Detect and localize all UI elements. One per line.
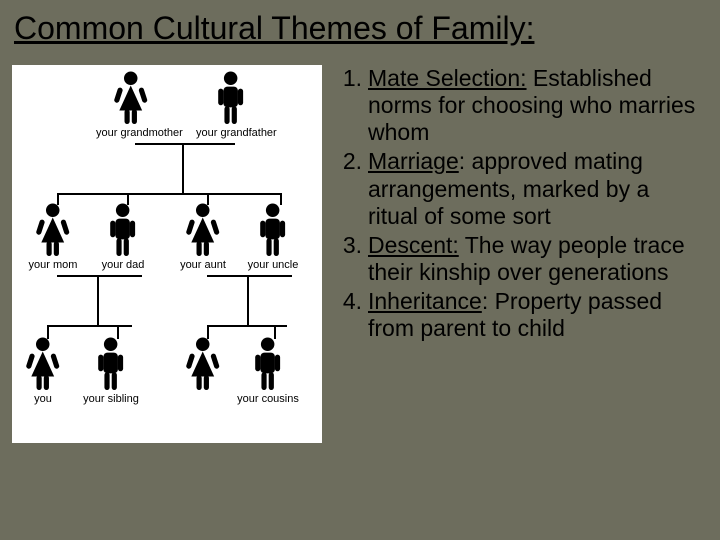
person-label: your dad [88,259,158,271]
list-item: 4. Inheritance: Property passed from par… [340,288,700,342]
list-item: 2. Marriage: approved mating arrangement… [340,148,700,229]
person-label: your uncle [238,259,308,271]
connector-hline [57,275,142,277]
item-term: Mate Selection: [368,65,527,91]
connector-vline [274,325,276,339]
page-title: Common Cultural Themes of Family: [0,0,720,65]
item-number: 4. [340,288,368,342]
person-label: your sibling [76,393,146,405]
item-term: Inheritance [368,288,482,314]
item-number: 2. [340,148,368,229]
connector-hline [207,275,292,277]
item-body: Mate Selection: Established norms for ch… [368,65,700,146]
item-body: Marriage: approved mating arrangements, … [368,148,700,229]
item-body: Inheritance: Property passed from parent… [368,288,700,342]
connector-vline [57,193,59,205]
person-dad: your dad [88,203,158,271]
item-body: Descent: The way people trace their kins… [368,232,700,286]
person-cousin1 [168,337,238,391]
connector-vline [127,193,129,205]
person-sibling: your sibling [76,337,146,405]
themes-list-panel: 1. Mate Selection: Established norms for… [340,65,708,443]
item-number: 3. [340,232,368,286]
connector-hline [57,193,281,195]
connector-hline [47,325,132,327]
person-you: you [8,337,78,405]
person-label: you [8,393,78,405]
person-label: your mom [18,259,88,271]
person-aunt: your aunt [168,203,238,271]
item-number: 1. [340,65,368,146]
connector-vline [117,325,119,339]
list-item: 1. Mate Selection: Established norms for… [340,65,700,146]
connector-vline [47,325,49,339]
themes-list: 1. Mate Selection: Established norms for… [340,65,700,342]
connector-vline [207,193,209,205]
connector-hline [135,143,235,145]
person-mom: your mom [18,203,88,271]
person-label: your grandfather [196,127,266,139]
item-term: Marriage [368,148,459,174]
connector-vline [280,193,282,205]
item-term: Descent: [368,232,459,258]
person-cousin2: your cousins [233,337,303,405]
person-uncle: your uncle [238,203,308,271]
connector-vline [97,275,99,325]
family-tree-panel: your grandmother your grandfather your m… [12,65,322,443]
person-label: your aunt [168,259,238,271]
content-row: your grandmother your grandfather your m… [0,65,720,443]
person-label: your cousins [233,393,303,405]
connector-vline [207,325,209,339]
person-grandmother: your grandmother [96,71,166,139]
connector-vline [182,143,184,193]
person-label: your grandmother [96,127,166,139]
person-grandfather: your grandfather [196,71,266,139]
list-item: 3. Descent: The way people trace their k… [340,232,700,286]
connector-vline [247,275,249,325]
